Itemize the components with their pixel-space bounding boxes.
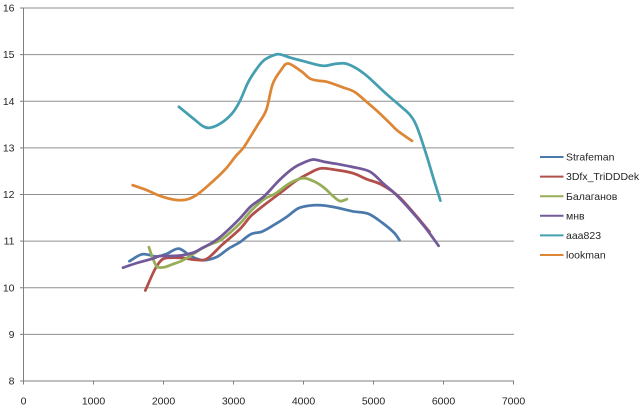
svg-text:11: 11 [4, 236, 15, 248]
svg-text:4000: 4000 [292, 396, 316, 408]
svg-text:6000: 6000 [432, 396, 456, 408]
svg-text:15: 15 [3, 49, 15, 61]
svg-text:lookman: lookman [566, 250, 606, 262]
svg-text:Балаганов: Балаганов [566, 191, 618, 203]
svg-text:3000: 3000 [222, 396, 246, 408]
svg-text:1000: 1000 [82, 396, 106, 408]
svg-text:12: 12 [3, 189, 15, 201]
svg-text:13: 13 [3, 143, 15, 155]
svg-text:мнв: мнв [566, 210, 585, 222]
svg-text:Strafeman: Strafeman [566, 152, 615, 164]
svg-text:2000: 2000 [152, 396, 176, 408]
svg-text:10: 10 [3, 282, 15, 294]
svg-text:14: 14 [3, 96, 15, 108]
svg-text:8: 8 [9, 376, 15, 388]
svg-text:0: 0 [21, 396, 27, 408]
svg-text:16: 16 [3, 3, 15, 15]
svg-text:7000: 7000 [502, 396, 526, 408]
svg-text:5000: 5000 [362, 396, 386, 408]
svg-text:3Dfx_TriDDDek: 3Dfx_TriDDDek [566, 171, 640, 183]
svg-text:aaa823: aaa823 [566, 230, 601, 242]
svg-text:9: 9 [9, 329, 15, 341]
